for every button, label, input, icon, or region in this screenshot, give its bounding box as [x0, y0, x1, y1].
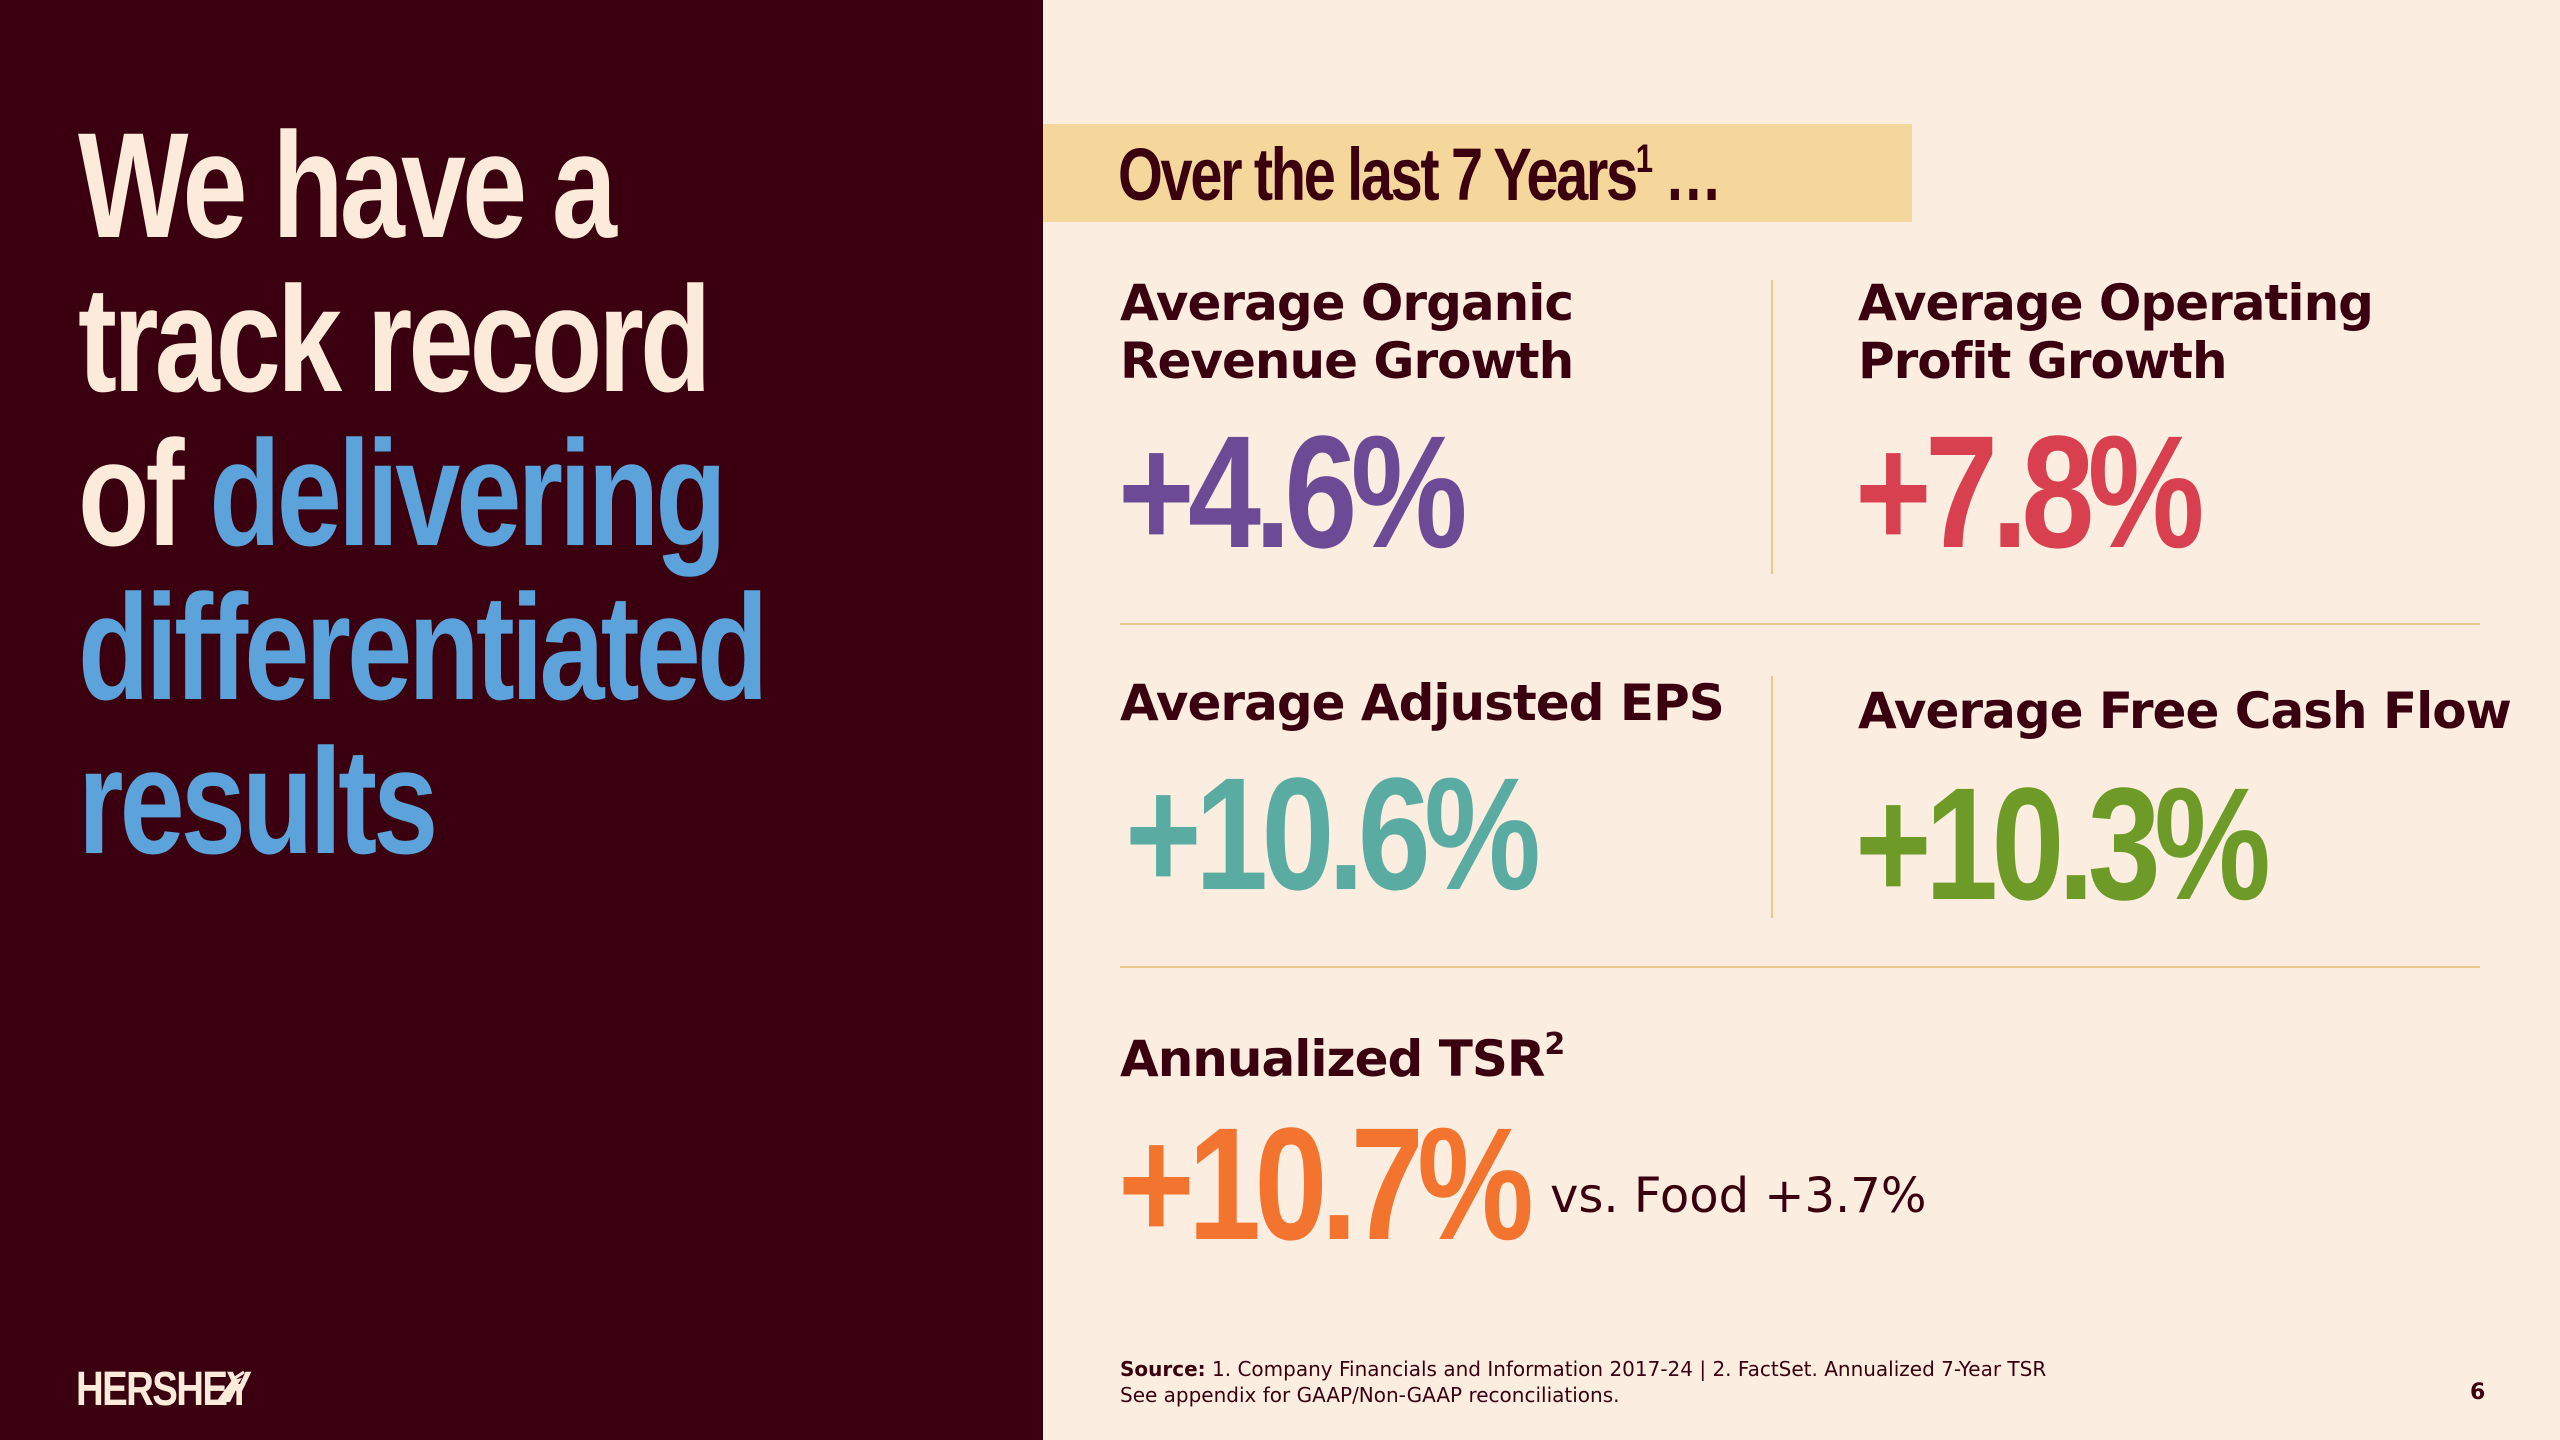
banner-ellipsis: …: [1650, 133, 1722, 216]
tsr-footnote-marker: 2: [1544, 1027, 1565, 1062]
left-panel: [0, 0, 1043, 1440]
page-number: 6: [2470, 1380, 2486, 1405]
vertical-divider-top: [1771, 280, 1773, 574]
headline-line-2: track record: [78, 255, 711, 423]
headline-line-5: results: [78, 717, 438, 885]
horizontal-divider-1: [1120, 623, 2480, 625]
banner-text: Over the last 7 Years1 …: [1118, 132, 1722, 217]
headline-line-4: differentiated: [78, 563, 768, 731]
metric-value-organic-revenue: +4.6%: [1118, 402, 1467, 581]
headline-line-3: of delivering: [78, 416, 803, 570]
metric-label-organic-revenue: Average Organic Revenue Growth: [1120, 274, 1574, 390]
kiss-logo-icon: [216, 1370, 246, 1402]
vertical-divider-bottom: [1771, 676, 1773, 918]
metric-value-free-cash-flow: +10.3%: [1855, 754, 2271, 933]
metric-label-organic-revenue-line-2: Revenue Growth: [1120, 332, 1574, 390]
headline-highlight-delivering: delivering: [209, 409, 727, 577]
metric-label-adjusted-eps: Average Adjusted EPS: [1120, 674, 1725, 732]
metric-label-organic-revenue-line-1: Average Organic: [1120, 274, 1574, 332]
headline: We have a track record of delivering dif…: [78, 108, 803, 878]
hershey-logo: HERSHEY: [76, 1363, 252, 1416]
metric-label-free-cash-flow: Average Free Cash Flow: [1858, 682, 2512, 740]
tsr-label-text: Annualized TSR: [1120, 1030, 1545, 1088]
headline-line-3-plain: of: [78, 409, 210, 577]
tsr-value: +10.7%: [1118, 1094, 1534, 1273]
horizontal-divider-2: [1120, 966, 2480, 968]
banner-footnote-marker: 1: [1635, 137, 1653, 181]
appendix-note: See appendix for GAAP/Non-GAAP reconcili…: [1120, 1383, 1620, 1407]
tsr-comparison: vs. Food +3.7%: [1550, 1168, 1927, 1224]
metric-label-operating-profit-line-1: Average Operating: [1858, 274, 2374, 332]
source-line: Source: 1. Company Financials and Inform…: [1120, 1356, 2046, 1382]
banner-title: Over the last 7 Years: [1118, 133, 1638, 216]
source-footnote: Source: 1. Company Financials and Inform…: [1120, 1356, 2046, 1408]
source-label: Source:: [1120, 1357, 1206, 1381]
source-text: 1. Company Financials and Information 20…: [1205, 1357, 2047, 1381]
metric-value-adjusted-eps: +10.6%: [1125, 744, 1541, 923]
metric-label-operating-profit-line-2: Profit Growth: [1858, 332, 2228, 390]
banner: [1043, 124, 1912, 222]
tsr-label: Annualized TSR2: [1120, 1016, 1565, 1088]
metric-label-operating-profit: Average Operating Profit Growth: [1858, 274, 2374, 390]
metric-value-operating-profit: +7.8%: [1855, 402, 2204, 581]
headline-line-1: We have a: [78, 101, 617, 269]
